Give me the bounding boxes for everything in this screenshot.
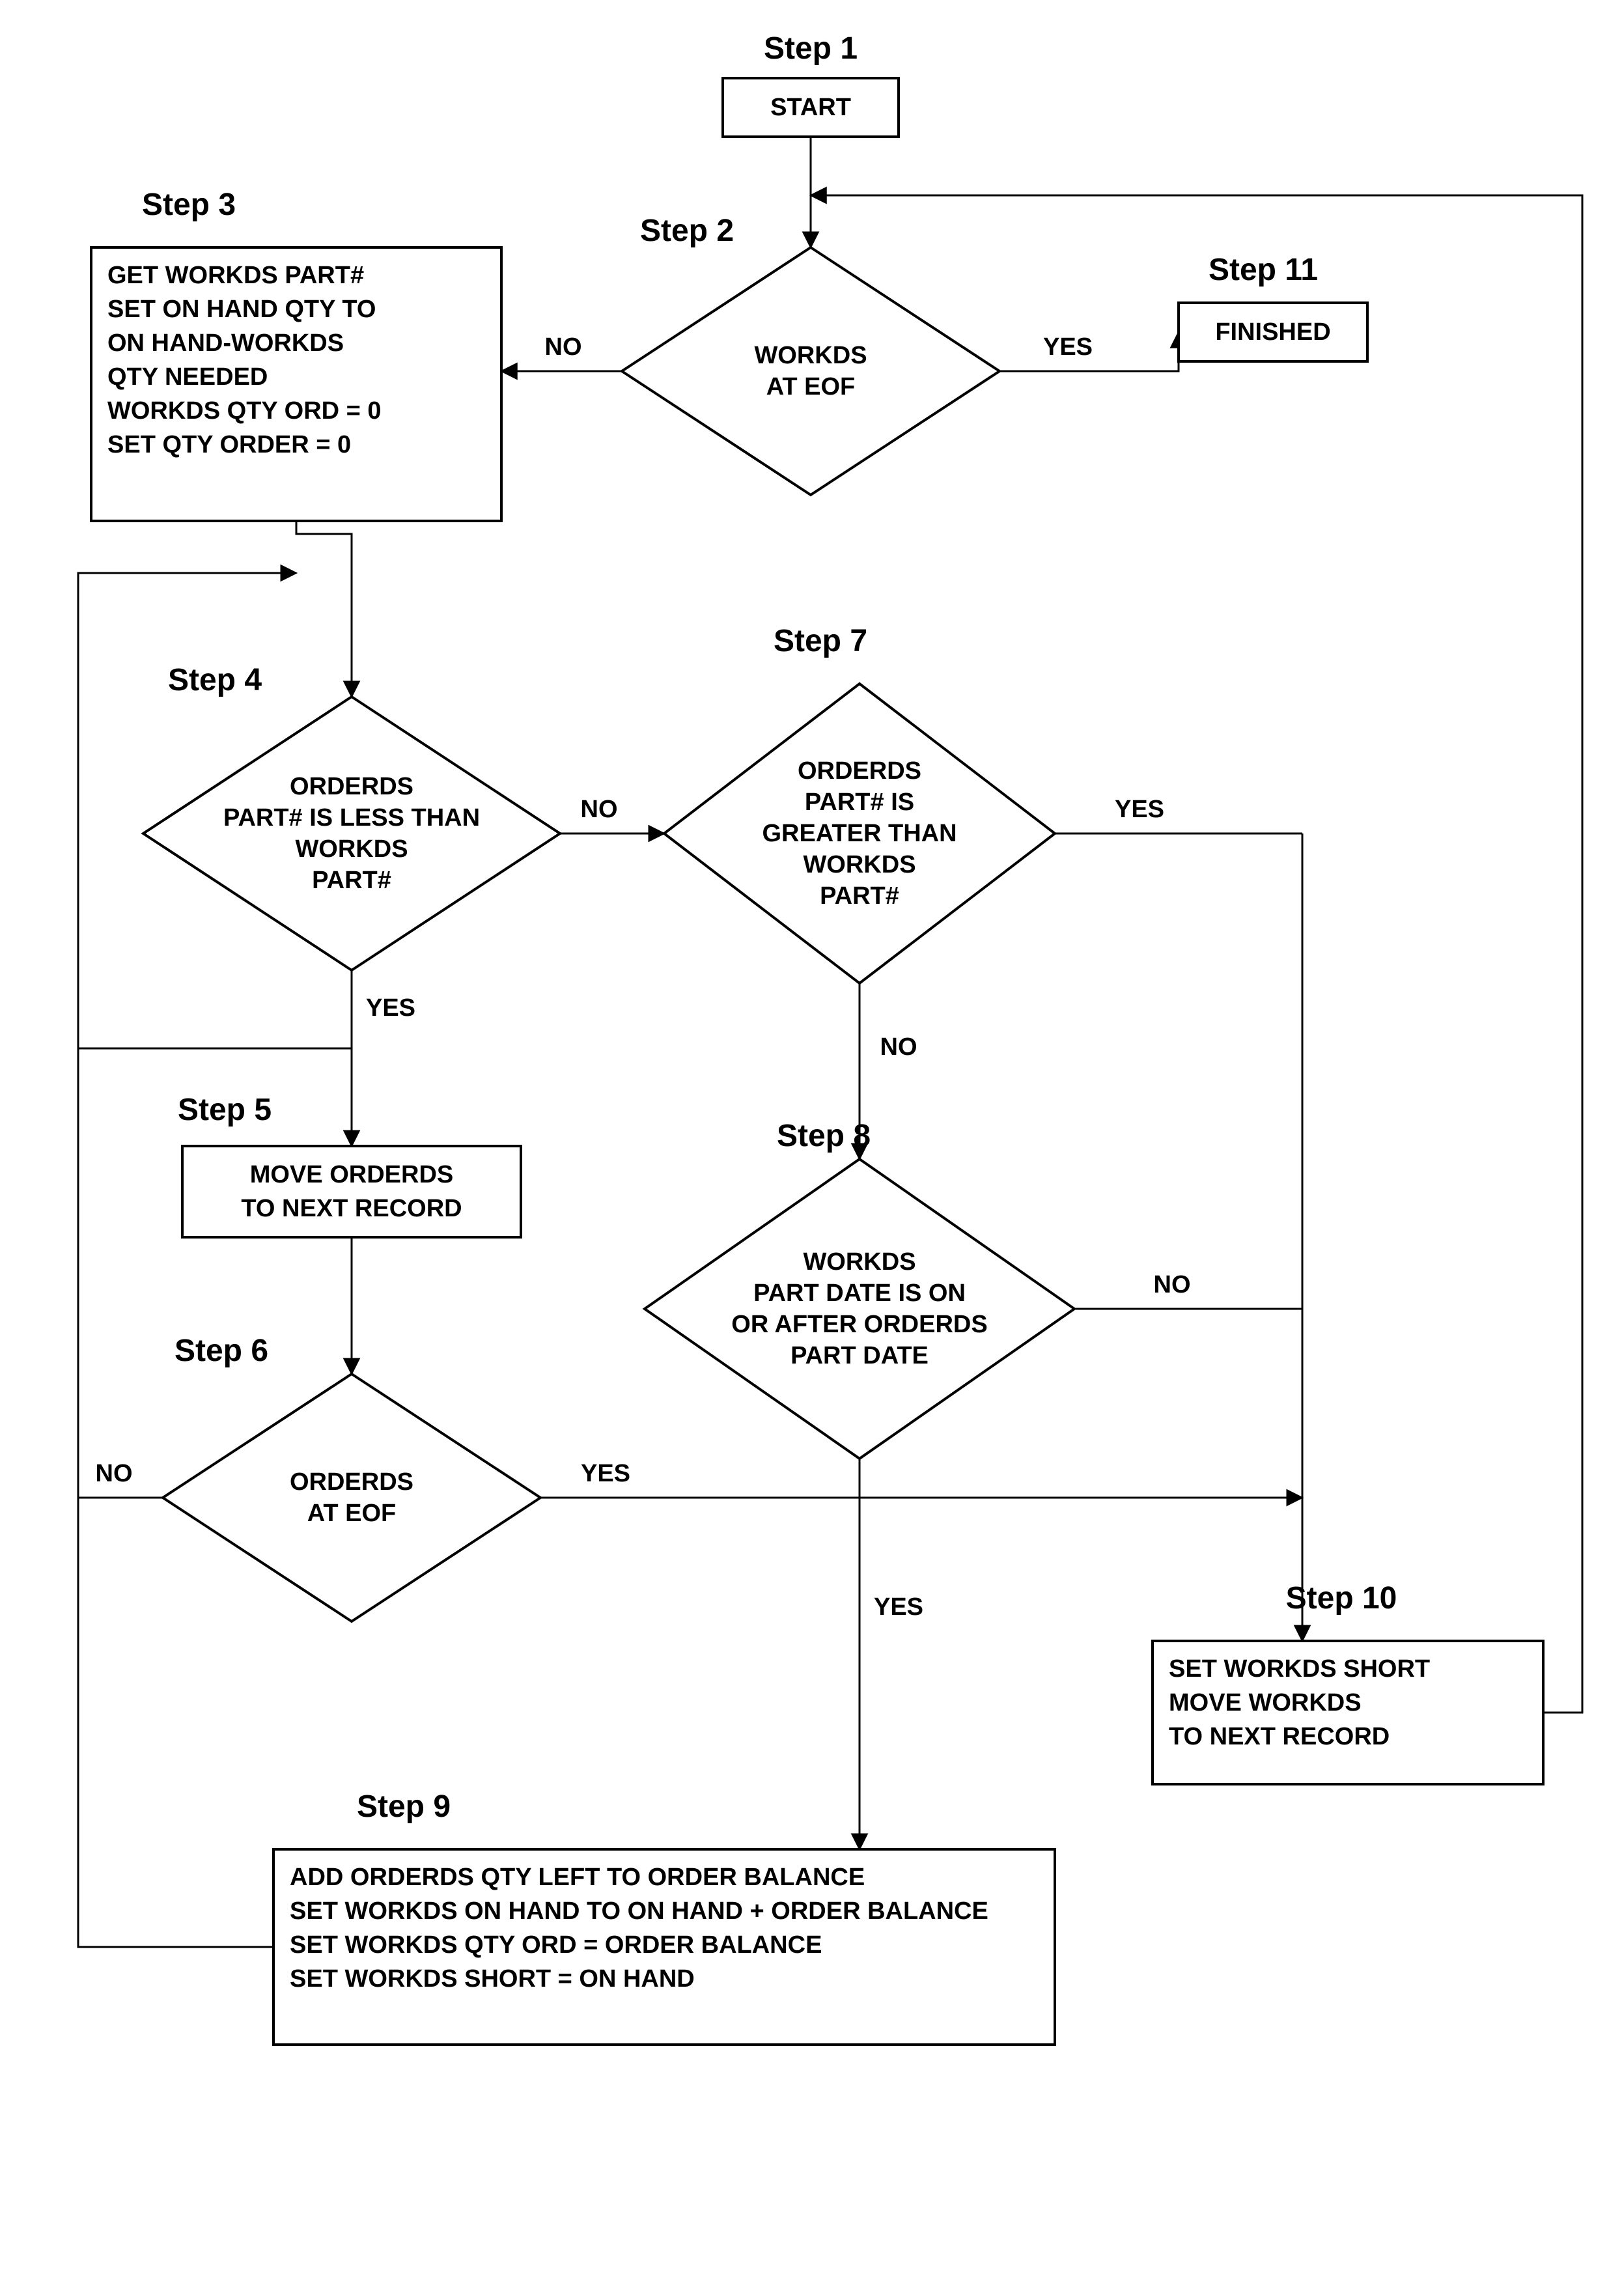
step-title: Step 8	[777, 1119, 871, 1153]
node-text: ORDERDS	[290, 773, 413, 800]
flow-decision-step2	[622, 247, 1000, 495]
node-text: PART#	[820, 882, 899, 910]
edge-label: YES	[366, 994, 415, 1022]
node-text: ORDERDS	[798, 757, 921, 785]
node-text: GET WORKDS PART#	[107, 262, 364, 289]
edge-label: YES	[581, 1460, 630, 1487]
node-text: ADD ORDERDS QTY LEFT TO ORDER BALANCE	[290, 1864, 865, 1891]
edge-label: NO	[1154, 1271, 1191, 1298]
node-text: PART# IS	[805, 789, 914, 816]
node-text: PART#	[312, 867, 391, 894]
node-text: START	[770, 94, 851, 121]
step-title: Step 11	[1209, 253, 1318, 287]
step-title: Step 1	[764, 31, 858, 66]
step-title: Step 2	[640, 214, 734, 248]
node-text: SET WORKDS QTY ORD = ORDER BALANCE	[290, 1931, 822, 1959]
flow-process-step5	[182, 1146, 521, 1237]
node-text: MOVE WORKDS	[1169, 1689, 1362, 1716]
edge-label: NO	[581, 796, 618, 823]
node-text: PART DATE	[790, 1342, 929, 1369]
node-text: AT EOF	[307, 1500, 397, 1527]
node-text: SET QTY ORDER = 0	[107, 431, 351, 458]
step-title: Step 5	[178, 1093, 272, 1127]
step-title: Step 10	[1286, 1581, 1397, 1616]
flow-edge	[296, 521, 352, 697]
step-title: Step 6	[175, 1334, 268, 1368]
flow-edge	[811, 195, 1582, 1713]
node-text: ON HAND-WORKDS	[107, 329, 344, 357]
node-text: WORKDS	[803, 1248, 916, 1276]
step-title: Step 3	[142, 188, 236, 222]
edge-label: YES	[874, 1593, 923, 1621]
step-title: Step 9	[357, 1789, 451, 1824]
step-title: Step 7	[774, 624, 867, 658]
node-text: TO NEXT RECORD	[241, 1195, 462, 1222]
node-text: SET WORKDS SHORT	[1169, 1655, 1430, 1683]
node-text: FINISHED	[1215, 318, 1330, 346]
flowchart-canvas: YES NO NO YES YES NO NO NO YES YES START WORKDS AT …	[0, 0, 1622, 2296]
node-text: TO NEXT RECORD	[1169, 1723, 1390, 1750]
node-text: WORKDS	[754, 342, 867, 369]
flow-edge	[78, 1048, 163, 1498]
node-text: OR AFTER ORDERDS	[731, 1311, 987, 1338]
flow-decision-step8	[645, 1159, 1074, 1459]
edge-label: NO	[96, 1460, 133, 1487]
node-text: WORKDS	[803, 851, 916, 878]
node-text: SET ON HAND QTY TO	[107, 296, 376, 323]
node-text: PART DATE IS ON	[753, 1280, 966, 1307]
node-text: PART# IS LESS THAN	[223, 804, 480, 832]
node-text: WORKDS	[295, 835, 408, 863]
node-text: ORDERDS	[290, 1468, 413, 1496]
node-text: GREATER THAN	[762, 820, 957, 847]
edge-label: YES	[1115, 796, 1164, 823]
node-text: AT EOF	[766, 373, 856, 400]
node-text: SET WORKDS ON HAND TO ON HAND + ORDER BA…	[290, 1897, 988, 1925]
node-text: WORKDS QTY ORD = 0	[107, 397, 382, 425]
flow-decision-step6	[163, 1374, 540, 1621]
step-title: Step 4	[168, 663, 262, 697]
node-text: MOVE ORDERDS	[250, 1161, 453, 1188]
edge-label: YES	[1043, 333, 1093, 361]
edge-label: NO	[545, 333, 582, 361]
node-text: SET WORKDS SHORT = ON HAND	[290, 1965, 695, 1993]
flow-decision-step4	[143, 697, 560, 970]
edge-label: NO	[880, 1033, 917, 1061]
node-text: QTY NEEDED	[107, 363, 268, 391]
